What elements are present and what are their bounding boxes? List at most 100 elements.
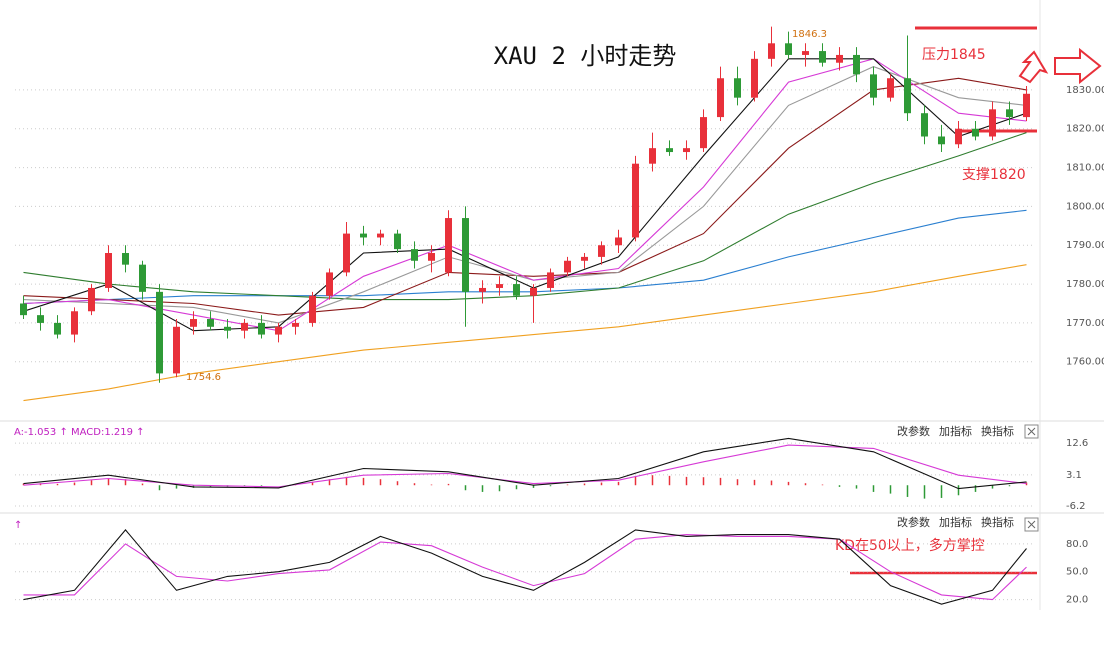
candle-body [360, 233, 367, 238]
candle-body [462, 218, 469, 292]
y-tick-label: -6.2 [1066, 501, 1086, 512]
candle-body [139, 264, 146, 292]
candle-body [785, 43, 792, 55]
indicator-line [23, 77, 1027, 316]
candle-body [207, 319, 214, 327]
candle-body [598, 245, 605, 257]
candle-body [513, 284, 520, 296]
candle-body [700, 117, 707, 149]
candle-body [632, 163, 639, 238]
y-tick-label: 1820.00 [1066, 124, 1104, 135]
indicator-line [23, 132, 1027, 301]
toolbar-button[interactable]: 加指标 [939, 515, 972, 529]
candle-body [411, 249, 418, 261]
candle-body [105, 253, 112, 288]
high-label: 1846.3 [792, 29, 827, 40]
indicator-line [23, 264, 1027, 402]
macd-header: A:-1.053 ↑ MACD:1.219 ↑ [14, 427, 145, 438]
y-tick-label: 1780.00 [1066, 279, 1104, 290]
candle-body [428, 253, 435, 261]
candle-body [275, 326, 282, 335]
chart-title: XAU 2 小时走势 [494, 42, 677, 70]
candle-body [292, 322, 299, 327]
y-tick-label: 20.0 [1066, 595, 1088, 606]
candle-body [71, 311, 78, 335]
indicator-line [23, 437, 1027, 490]
candle-body [938, 136, 945, 145]
y-tick-label: 50.0 [1066, 567, 1088, 578]
toolbar-button[interactable]: 改参数 [897, 515, 930, 529]
candle-body [20, 303, 27, 316]
candle-body [54, 322, 61, 335]
candle-body [258, 322, 265, 335]
candle-body [173, 326, 180, 374]
arrow-up [1018, 50, 1049, 84]
indicator-line [23, 444, 1027, 488]
candle-body [1023, 93, 1030, 118]
candle-body [768, 43, 775, 59]
candle-body [122, 253, 129, 265]
y-tick-label: 1830.00 [1066, 85, 1104, 96]
y-tick-label: 3.1 [1066, 470, 1082, 481]
candle-body [445, 218, 452, 273]
candle-body [156, 291, 163, 374]
candle-body [717, 78, 724, 118]
resistance-label: 压力1845 [922, 47, 986, 63]
y-tick-label: 1810.00 [1066, 163, 1104, 174]
candle-body [564, 260, 571, 273]
candle-body [479, 287, 486, 292]
candle-body [649, 148, 656, 164]
candle-body [496, 284, 503, 288]
candle-body [190, 319, 197, 327]
indicator-line [23, 529, 1027, 605]
support-label: 支撑1820 [962, 167, 1026, 183]
indicator-line [23, 534, 1027, 601]
candle-body [836, 54, 843, 63]
candle-body [683, 148, 690, 153]
candle-body [972, 128, 979, 137]
y-tick-label: 1770.00 [1066, 318, 1104, 329]
candle-body [989, 109, 996, 137]
candle-body [751, 58, 758, 98]
toolbar-button[interactable]: 换指标 [981, 515, 1014, 529]
candle-body [921, 113, 928, 137]
y-tick-label: 80.0 [1066, 539, 1088, 550]
candle-body [853, 54, 860, 75]
y-tick-label: 1790.00 [1066, 240, 1104, 251]
candle-body [819, 51, 826, 63]
close-x [1027, 427, 1036, 529]
candle-body [581, 256, 588, 261]
arrow-right [1054, 47, 1102, 85]
candle-body [377, 233, 384, 238]
candle-body [394, 233, 401, 250]
candle-body [666, 148, 673, 153]
candle-body [870, 74, 877, 98]
candle-body [241, 322, 248, 331]
candle-body [1006, 109, 1013, 118]
candle-body [88, 287, 95, 312]
kd-note: KD在50以上，多方掌控 [835, 537, 985, 554]
close-box[interactable] [1024, 517, 1039, 532]
candle-body [802, 51, 809, 55]
candle-body [37, 315, 44, 323]
toolbar-button[interactable]: 加指标 [939, 424, 972, 438]
toolbar-button[interactable]: 换指标 [981, 424, 1014, 438]
y-tick-label: 12.6 [1066, 438, 1088, 449]
toolbar-button[interactable]: 改参数 [897, 424, 930, 438]
candle-body [887, 78, 894, 98]
candle-body [530, 287, 537, 296]
candle-body [615, 237, 622, 246]
candle-body [904, 78, 911, 114]
kd-header: ↑ [14, 520, 22, 531]
candle-body [734, 78, 741, 98]
y-tick-label: 1760.00 [1066, 357, 1104, 368]
candle-body [326, 272, 333, 296]
candle-body [224, 326, 231, 331]
close-box[interactable] [1024, 424, 1039, 439]
candle-body [309, 295, 316, 323]
low-label: 1754.6 [186, 372, 221, 383]
y-tick-label: 1800.00 [1066, 201, 1104, 212]
candle-body [343, 233, 350, 273]
candle-body [547, 272, 554, 288]
